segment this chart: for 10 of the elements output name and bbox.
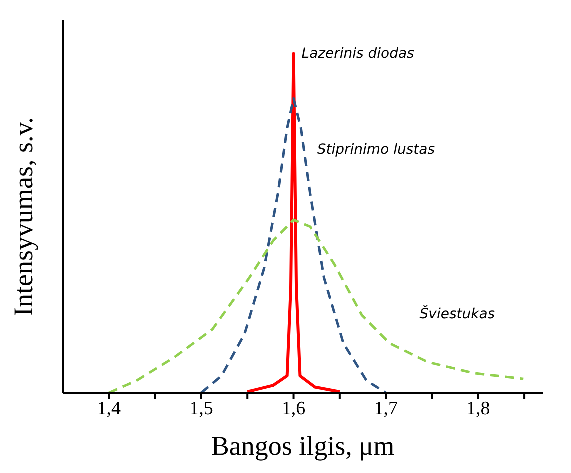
x-tick-label: 1,4 xyxy=(97,398,122,420)
x-tick-label: 1,8 xyxy=(466,398,490,420)
text: Šviestukas xyxy=(420,305,496,322)
x-tick-label: 1,7 xyxy=(374,398,398,420)
series-label: Stiprinimo lustas xyxy=(317,142,436,158)
x-tick-label: 1,5 xyxy=(190,398,214,420)
y-axis-title: Intensyvumas, s.v. xyxy=(8,117,39,316)
series-label: Lazerinis diodas xyxy=(302,46,414,62)
x-axis-title: Bangos ilgis, μm xyxy=(211,431,395,461)
x-tick-label: 1,6 xyxy=(282,398,306,420)
